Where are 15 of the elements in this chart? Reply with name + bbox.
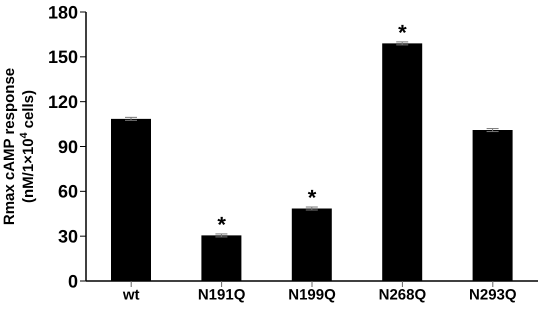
- y-tick-label: 60: [58, 182, 78, 202]
- annotation: *: [308, 185, 317, 210]
- y-tick-label: 0: [68, 271, 78, 292]
- y-tick-label: 150: [48, 47, 78, 68]
- x-tick-label: N191Q: [198, 286, 246, 304]
- y-tick-label: 120: [48, 92, 78, 112]
- x-tick-label: N268Q: [378, 286, 426, 304]
- x-tick-label: N199Q: [288, 286, 336, 304]
- annotation: *: [398, 20, 408, 45]
- y-tick-label: 180: [48, 2, 78, 22]
- y-tick-label: 30: [58, 226, 78, 247]
- annotation: *: [217, 212, 226, 237]
- x-tick-label: wt: [122, 286, 140, 304]
- x-tick-label: N293Q: [469, 286, 517, 304]
- y-tick-label: 90: [58, 136, 78, 157]
